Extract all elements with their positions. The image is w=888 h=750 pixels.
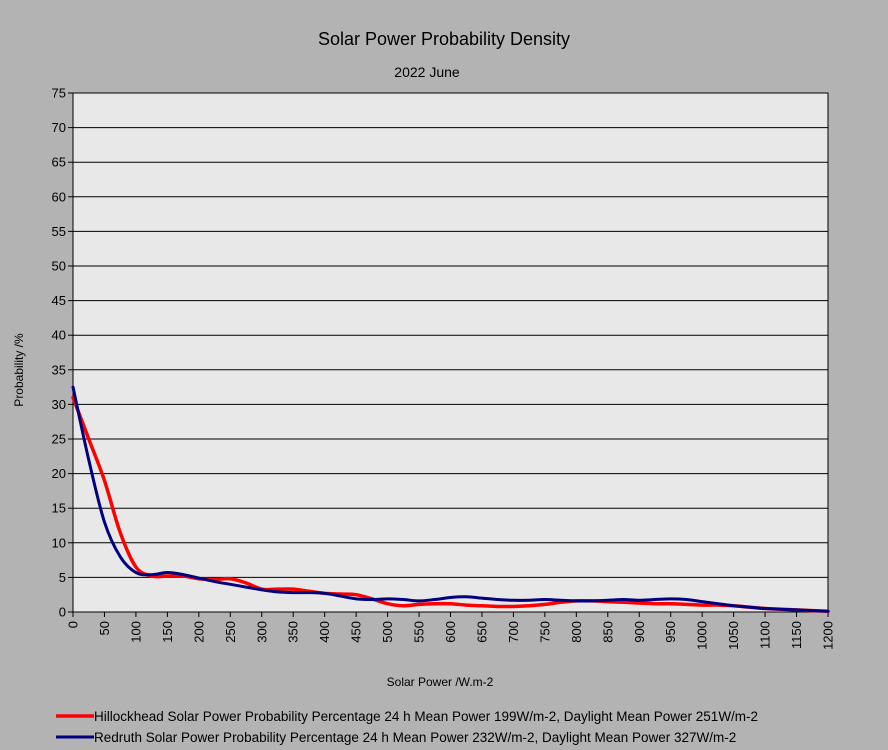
y-tick-label: 55 — [52, 224, 66, 239]
series-lines — [71, 385, 830, 614]
y-tick-label: 25 — [52, 432, 66, 447]
y-tick-label: 60 — [52, 189, 66, 204]
y-tick-label: 10 — [52, 535, 66, 550]
y-tick-label: 70 — [52, 120, 66, 135]
x-tick-label: 750 — [537, 621, 552, 643]
x-tick-label: 100 — [128, 621, 143, 643]
x-tick-label: 1050 — [726, 621, 741, 650]
x-tick-label: 250 — [223, 621, 238, 643]
legend-entry: Redruth Solar Power Probability Percenta… — [94, 730, 736, 745]
x-tick-label: 1000 — [695, 621, 710, 650]
plot-area — [72, 92, 829, 613]
x-tick-label: 150 — [160, 621, 175, 643]
gridlines — [73, 92, 828, 578]
x-tick-label: 700 — [506, 621, 521, 643]
x-tick-label: 200 — [191, 621, 206, 643]
x-axis: 0 50 100 150 200 250 300 350 400 450 500 550 600 650 7… — [66, 612, 836, 650]
legend: Hillockhead Solar Power Probability Perc… — [56, 709, 758, 745]
y-tick-label: 20 — [52, 466, 66, 481]
x-axis-label: Solar Power /W.m-2 — [387, 675, 494, 689]
y-tick-label: 30 — [52, 397, 66, 412]
series-line-redruth — [71, 385, 830, 613]
x-tick-label: 1100 — [758, 621, 773, 649]
x-tick-label: 500 — [380, 621, 395, 643]
y-tick-label: 65 — [52, 155, 66, 170]
y-tick-label: 5 — [59, 570, 66, 585]
x-tick-label: 950 — [663, 621, 678, 643]
x-tick-label: 550 — [412, 621, 427, 643]
x-tick-label: 1200 — [821, 621, 836, 650]
y-tick-label: 40 — [52, 328, 66, 343]
x-tick-label: 450 — [349, 621, 364, 643]
y-tick-label: 75 — [52, 86, 66, 101]
x-tick-label: 50 — [97, 621, 112, 635]
y-tick-label: 35 — [52, 362, 66, 377]
y-tick-label: 15 — [52, 501, 66, 516]
y-tick-label: 45 — [52, 293, 66, 308]
y-axis: 0 5 10 15 20 25 30 35 40 45 50 55 60 65 70 75 — [52, 86, 73, 620]
x-tick-label: 350 — [286, 621, 301, 643]
x-tick-label: 1150 — [789, 621, 804, 649]
chart-subtitle: 2022 June — [394, 64, 460, 80]
x-tick-label: 300 — [254, 621, 269, 643]
x-tick-label: 850 — [600, 621, 615, 643]
x-tick-label: 600 — [443, 621, 458, 643]
chart-title: Solar Power Probability Density — [318, 29, 570, 49]
y-tick-label: 0 — [59, 605, 66, 620]
x-tick-label: 800 — [569, 621, 584, 643]
legend-entry: Hillockhead Solar Power Probability Perc… — [94, 709, 758, 724]
y-tick-label: 50 — [52, 259, 66, 274]
x-tick-label: 900 — [632, 621, 647, 643]
x-tick-label: 400 — [317, 621, 332, 643]
x-tick-label: 650 — [474, 621, 489, 643]
x-tick-label: 0 — [66, 621, 81, 628]
y-axis-label: Probability /% — [12, 333, 26, 407]
